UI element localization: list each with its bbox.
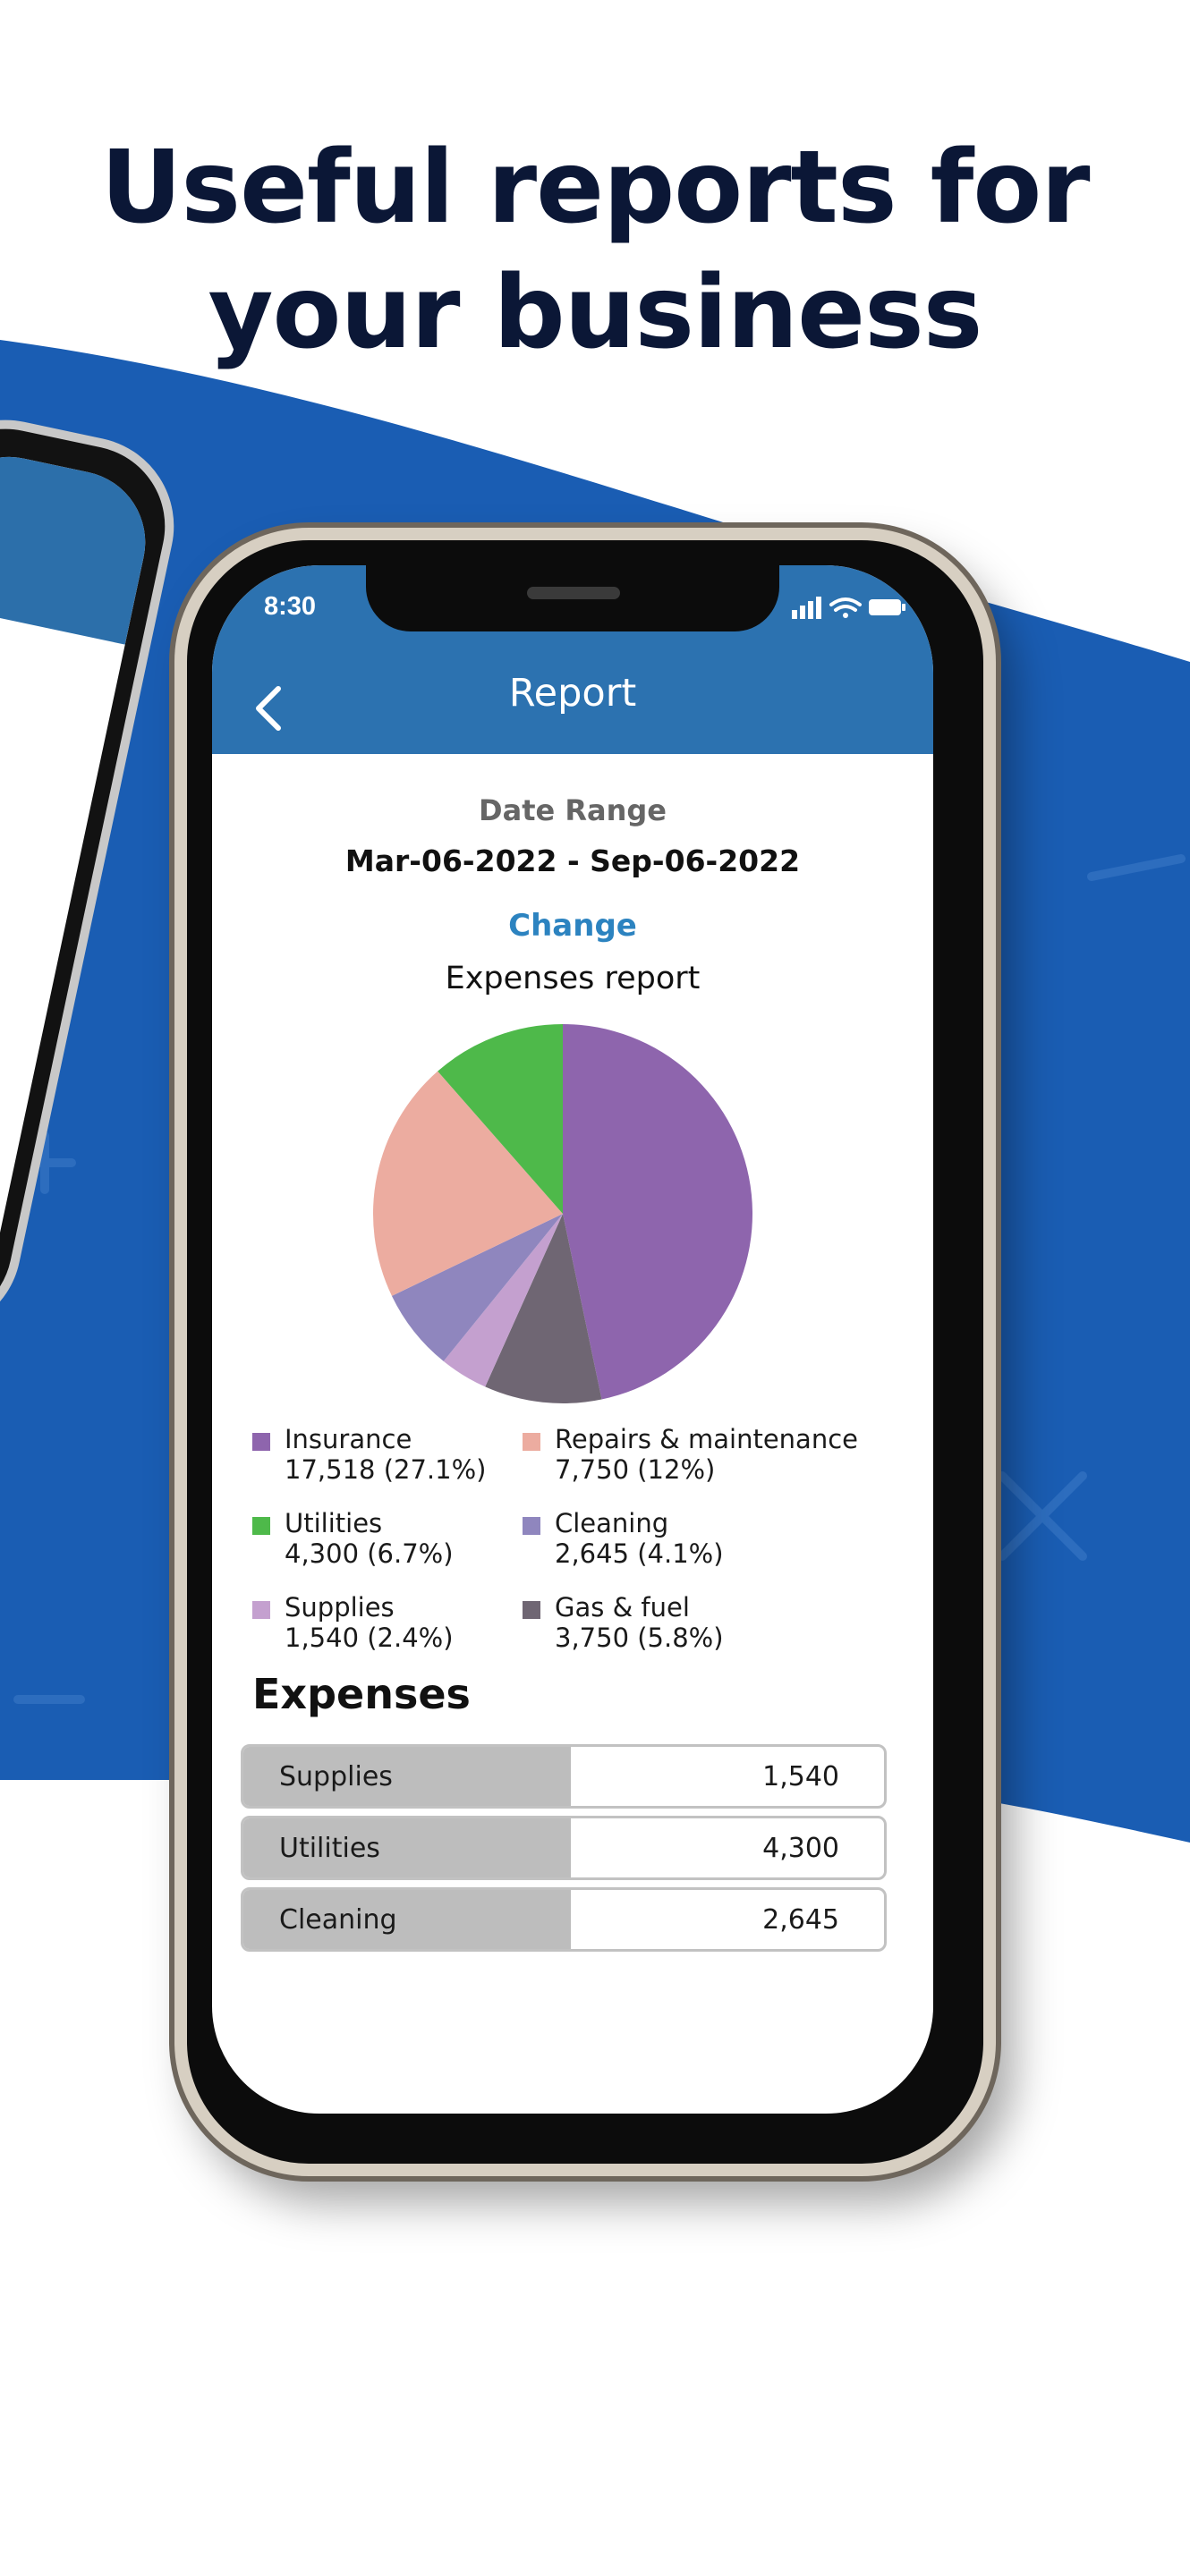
phone-speaker	[527, 587, 620, 599]
pie-slice-supplies	[443, 1214, 563, 1387]
expenses-section-title: Expenses	[252, 1670, 471, 1718]
pie-slice-utilities	[438, 1024, 563, 1214]
category-cell: Supplies	[243, 1747, 571, 1806]
status-icons	[792, 597, 905, 619]
page-title: Report	[508, 671, 637, 716]
legend-swatch	[252, 1601, 270, 1619]
category-label: Supplies	[279, 1761, 393, 1792]
legend-swatch	[523, 1601, 540, 1619]
pie-slice-insurance	[563, 1024, 753, 1400]
legend-value: 1,540 (2.4%)	[285, 1623, 454, 1653]
table-row[interactable]: Utilities 4,300	[241, 1816, 887, 1880]
amount-value: 2,645	[762, 1904, 839, 1936]
legend-label: Supplies	[285, 1592, 395, 1623]
legend-label: Gas & fuel	[555, 1592, 690, 1623]
legend-label: Repairs & maintenance	[555, 1424, 858, 1454]
headline-line-1: Useful reports for	[100, 130, 1090, 246]
status-time: 8:30	[264, 592, 317, 621]
table-row[interactable]: Supplies 1,540	[241, 1744, 887, 1809]
wifi-icon	[829, 597, 862, 618]
secondary-phone-appbar	[0, 443, 159, 645]
legend-swatch	[252, 1517, 270, 1535]
date-range-value: Mar-06-2022 - Sep-06-2022	[344, 843, 801, 878]
pie-slice-gas-fuel	[485, 1214, 602, 1403]
battery-icon	[869, 599, 905, 615]
legend-swatch	[523, 1433, 540, 1451]
headline: Useful reports for your business	[0, 125, 1190, 376]
legend-swatch	[523, 1517, 540, 1535]
category-label: Cleaning	[279, 1904, 397, 1936]
legend-value: 4,300 (6.7%)	[285, 1538, 454, 1569]
chevron-left-icon[interactable]	[248, 682, 293, 735]
headline-line-2: your business	[208, 255, 983, 371]
pie-slice-repairs-maintenance	[373, 1071, 563, 1296]
category-cell: Utilities	[243, 1818, 571, 1877]
change-date-link[interactable]: Change	[508, 908, 637, 944]
expenses-pie-chart	[373, 1024, 753, 1403]
legend-label: Utilities	[285, 1508, 383, 1538]
legend-value: 7,750 (12%)	[555, 1454, 716, 1485]
category-label: Utilities	[279, 1833, 380, 1864]
legend-label: Insurance	[285, 1424, 412, 1454]
legend-swatch	[252, 1433, 270, 1451]
report-title: Expenses report	[445, 961, 701, 996]
phone-screen: 8:30 Report Date Range Mar-06-2022	[212, 565, 933, 2114]
legend-value: 2,645 (4.1%)	[555, 1538, 724, 1569]
legend-label: Cleaning	[555, 1508, 669, 1538]
date-range-label: Date Range	[479, 793, 667, 827]
legend-value: 3,750 (5.8%)	[555, 1623, 724, 1653]
phone-frame: 8:30 Report Date Range Mar-06-2022	[174, 528, 996, 2176]
pie-slice-cleaning	[391, 1214, 563, 1361]
amount-value: 4,300	[762, 1833, 839, 1864]
table-row[interactable]: Cleaning 2,645	[241, 1887, 887, 1952]
category-cell: Cleaning	[243, 1890, 571, 1949]
legend-value: 17,518 (27.1%)	[285, 1454, 487, 1485]
amount-value: 1,540	[762, 1761, 839, 1792]
signal-icon	[792, 597, 821, 619]
